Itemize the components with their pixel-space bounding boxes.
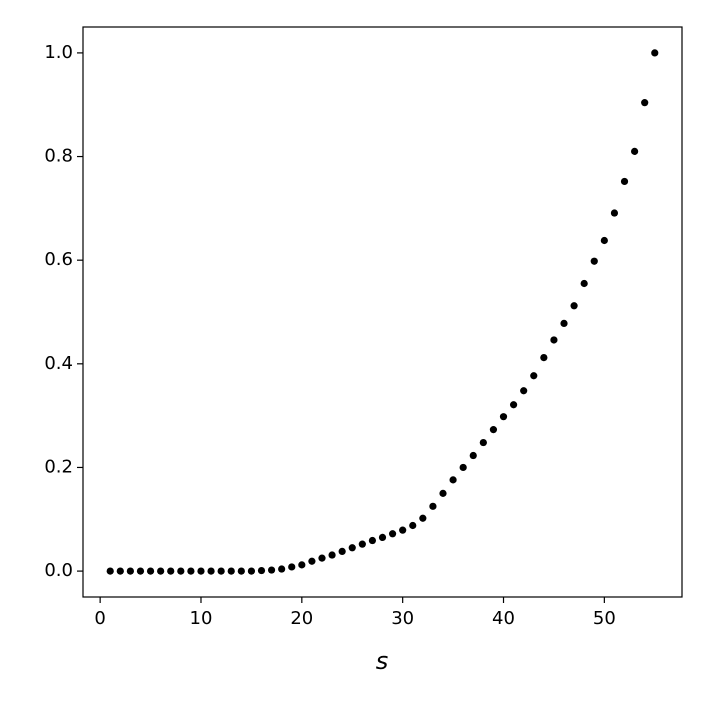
point <box>449 476 457 484</box>
point <box>388 530 397 538</box>
y-tick-label: 0.6 <box>44 249 73 270</box>
y-tick-label: 1.0 <box>44 42 73 63</box>
point <box>318 554 326 562</box>
point <box>278 565 286 573</box>
point <box>550 336 558 344</box>
point <box>479 438 487 447</box>
x-tick-label: 40 <box>492 608 515 629</box>
point <box>651 49 659 57</box>
x-tick-label: 20 <box>290 608 313 629</box>
plot-frame <box>82 26 683 598</box>
point <box>641 99 649 107</box>
y-tick-label: 0.8 <box>44 146 73 167</box>
point <box>247 567 256 575</box>
point <box>560 319 568 327</box>
point <box>167 567 175 575</box>
point <box>217 567 225 575</box>
point <box>600 236 608 245</box>
point <box>570 302 578 310</box>
point <box>207 567 215 575</box>
point <box>459 463 467 472</box>
point <box>469 451 477 460</box>
x-tick-label: 0 <box>94 608 105 629</box>
point <box>409 521 417 530</box>
point <box>126 567 134 575</box>
point <box>197 567 205 575</box>
point <box>187 567 195 575</box>
point <box>157 567 165 575</box>
point <box>288 563 296 571</box>
point <box>298 561 306 569</box>
point <box>590 257 598 265</box>
y-tick-label: 0.0 <box>44 560 73 581</box>
point <box>146 567 155 575</box>
x-tick-label: 10 <box>190 608 213 629</box>
point <box>358 540 366 548</box>
y-tick-label: 0.4 <box>44 353 73 374</box>
point <box>106 567 114 575</box>
point <box>267 566 276 574</box>
point <box>620 177 629 186</box>
point <box>257 566 266 575</box>
point <box>308 557 316 565</box>
x-tick-label: 30 <box>391 608 414 629</box>
point <box>580 279 588 288</box>
point <box>419 514 427 522</box>
point <box>348 544 356 552</box>
x-tick-label: 50 <box>593 608 616 629</box>
point <box>368 536 377 545</box>
point <box>509 401 518 409</box>
point <box>136 567 145 575</box>
point <box>227 567 235 575</box>
point <box>489 426 498 434</box>
point <box>610 209 619 217</box>
x-axis-label: s <box>376 647 389 675</box>
point <box>237 567 245 575</box>
point <box>328 551 336 559</box>
point <box>530 372 538 380</box>
point <box>520 387 528 395</box>
y-tick-label: 0.2 <box>44 456 73 477</box>
point <box>338 547 346 556</box>
point <box>177 567 185 575</box>
point <box>439 489 447 497</box>
point <box>631 147 639 155</box>
point <box>378 533 387 542</box>
point <box>429 502 437 510</box>
point <box>116 567 124 575</box>
point <box>499 413 508 421</box>
point <box>540 354 548 362</box>
point <box>399 526 407 534</box>
